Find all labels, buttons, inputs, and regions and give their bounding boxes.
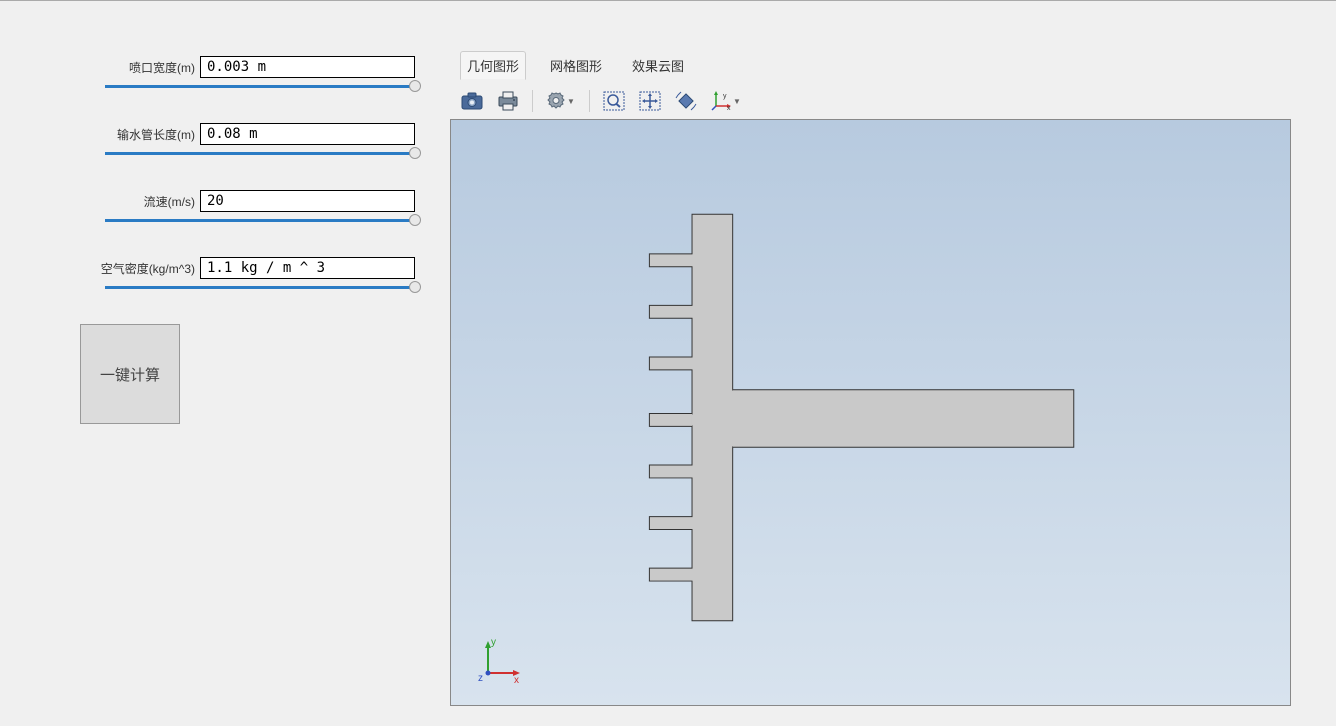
- geometry-viewport[interactable]: y x z: [450, 119, 1291, 706]
- param-label-air-density: 空气密度(kg/m^3): [80, 260, 195, 277]
- param-label-flow-velocity: 流速(m/s): [80, 193, 195, 210]
- tab-contour[interactable]: 效果云图: [626, 51, 690, 80]
- pipe-length-input[interactable]: [200, 123, 415, 145]
- toolbar-separator: [532, 90, 533, 112]
- chevron-down-icon: ▼: [733, 97, 741, 106]
- svg-text:y: y: [491, 637, 496, 648]
- input-wrap: [200, 123, 415, 145]
- print-icon[interactable]: [492, 86, 524, 116]
- viewport-toolbar: ▼: [450, 83, 1291, 119]
- air-density-input[interactable]: [200, 257, 415, 279]
- viewport-panel: 几何图形 网格图形 效果云图: [440, 16, 1336, 726]
- param-label-pipe-length: 输水管长度(m): [80, 126, 195, 143]
- tab-bar: 几何图形 网格图形 效果云图: [450, 51, 1291, 80]
- zoom-to-fit-icon[interactable]: [598, 86, 630, 116]
- svg-text:x: x: [727, 105, 731, 111]
- toolbar-separator: [589, 90, 590, 112]
- param-row: 空气密度(kg/m^3): [80, 257, 415, 279]
- param-row: 流速(m/s): [80, 190, 415, 212]
- nozzle-width-input[interactable]: [200, 56, 415, 78]
- input-wrap: [200, 257, 415, 279]
- input-wrap: [200, 190, 415, 212]
- svg-text:x: x: [514, 675, 519, 685]
- pipe-length-slider[interactable]: [105, 152, 415, 155]
- input-wrap: [200, 56, 415, 78]
- gear-icon[interactable]: ▼: [541, 86, 581, 116]
- chevron-down-icon: ▼: [567, 97, 575, 106]
- tab-geometry[interactable]: 几何图形: [460, 51, 526, 80]
- flow-velocity-slider[interactable]: [105, 219, 415, 222]
- air-density-slider[interactable]: [105, 286, 415, 289]
- flow-velocity-input[interactable]: [200, 190, 415, 212]
- rotate-3d-icon[interactable]: [670, 86, 702, 116]
- param-row: 喷口宽度(m): [80, 56, 415, 78]
- param-label-nozzle-width: 喷口宽度(m): [80, 59, 195, 76]
- param-row: 输水管长度(m): [80, 123, 415, 145]
- tab-mesh[interactable]: 网格图形: [544, 51, 608, 80]
- calculate-button[interactable]: 一键计算: [80, 324, 180, 424]
- main-container: 喷口宽度(m) 输水管长度(m) 流速(m/s) 空气密度(kg/m^3): [0, 0, 1336, 726]
- svg-text:y: y: [723, 93, 727, 100]
- axis-icon[interactable]: y x ▼: [706, 86, 746, 116]
- parameters-panel: 喷口宽度(m) 输水管长度(m) 流速(m/s) 空气密度(kg/m^3): [0, 16, 440, 726]
- nozzle-width-slider[interactable]: [105, 85, 415, 88]
- axis-triad-corner: y x z: [476, 635, 526, 685]
- svg-text:z: z: [478, 673, 483, 684]
- geometry-shape: [451, 120, 1290, 705]
- pan-icon[interactable]: [634, 86, 666, 116]
- camera-icon[interactable]: [456, 86, 488, 116]
